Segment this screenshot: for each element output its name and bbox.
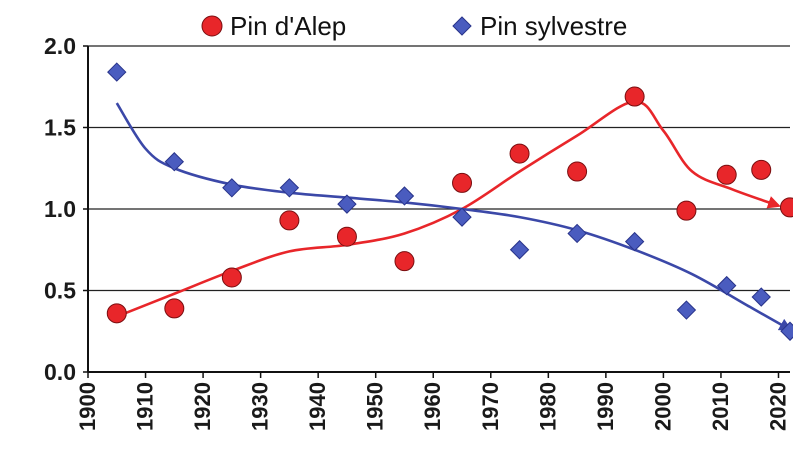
point-pin-alep bbox=[279, 210, 300, 231]
x-tick-label: 1940 bbox=[305, 382, 330, 431]
legend: Pin d'Alep Pin sylvestre bbox=[201, 11, 627, 41]
point-pin-sylvestre bbox=[164, 152, 185, 172]
y-tick-label: 1.0 bbox=[44, 196, 76, 222]
point-pin-alep bbox=[676, 200, 697, 221]
legend-symbol bbox=[452, 16, 472, 36]
x-tick-label: 1970 bbox=[478, 382, 503, 431]
point-pin-sylvestre bbox=[676, 300, 697, 320]
point-pin-sylvestre bbox=[624, 231, 645, 252]
y-tick-label: 2.0 bbox=[44, 33, 76, 59]
point-pin-alep bbox=[716, 164, 737, 185]
point-pin-alep bbox=[452, 172, 473, 193]
legend-label: Pin sylvestre bbox=[480, 11, 627, 41]
point-pin-sylvestre bbox=[279, 178, 300, 198]
point-pin-sylvestre bbox=[716, 275, 737, 296]
point-pin-sylvestre bbox=[394, 186, 415, 206]
point-pin-alep bbox=[221, 267, 242, 288]
legend-label: Pin d'Alep bbox=[230, 11, 346, 41]
x-tick-label: 2020 bbox=[765, 382, 790, 431]
x-tick-label: 2000 bbox=[650, 382, 675, 431]
point-pin-sylvestre bbox=[222, 178, 242, 198]
point-pin-sylvestre bbox=[337, 194, 357, 214]
point-pin-sylvestre bbox=[567, 223, 587, 244]
point-pin-alep bbox=[164, 298, 185, 319]
point-pin-sylvestre bbox=[452, 207, 472, 227]
y-axis: 0.0 0.5 1.0 1.5 2.0 bbox=[44, 33, 88, 385]
x-tick-label: 2010 bbox=[708, 382, 733, 431]
x-tick-label: 1910 bbox=[133, 382, 158, 431]
x-tick-label: 1990 bbox=[593, 382, 618, 431]
point-pin-alep bbox=[509, 143, 530, 164]
point-pin-alep bbox=[567, 161, 588, 182]
x-tick-label: 1980 bbox=[535, 382, 560, 431]
point-pin-alep bbox=[394, 251, 415, 272]
trend-line-pin-sylvestre bbox=[115, 102, 793, 331]
y-tick-label: 0.0 bbox=[44, 359, 76, 385]
y-tick-label: 0.5 bbox=[44, 278, 76, 304]
x-tick-label: 1920 bbox=[190, 382, 215, 431]
point-pin-alep bbox=[624, 86, 645, 107]
point-pin-alep bbox=[751, 159, 772, 180]
point-pin-alep bbox=[106, 303, 127, 324]
x-tick-label: 1960 bbox=[420, 382, 445, 431]
gridlines bbox=[88, 45, 790, 292]
legend-symbol bbox=[201, 15, 223, 37]
x-tick-label: 1900 bbox=[75, 382, 100, 431]
trend-lines bbox=[115, 100, 793, 331]
point-pin-sylvestre bbox=[780, 321, 793, 341]
point-pin-sylvestre bbox=[751, 287, 771, 307]
data-points bbox=[106, 62, 793, 341]
point-pin-sylvestre bbox=[509, 240, 530, 260]
y-tick-label: 1.5 bbox=[44, 115, 76, 141]
point-pin-alep bbox=[780, 197, 793, 218]
point-pin-sylvestre bbox=[107, 62, 127, 82]
x-axis: 1900 1910 1920 1930 1940 1950 1960 1970 1980 1990… bbox=[75, 372, 790, 431]
x-tick-label: 1930 bbox=[248, 382, 273, 431]
trend-line-pin-alep bbox=[116, 100, 781, 318]
point-pin-alep bbox=[336, 226, 357, 247]
x-tick-label: 1950 bbox=[363, 382, 388, 431]
